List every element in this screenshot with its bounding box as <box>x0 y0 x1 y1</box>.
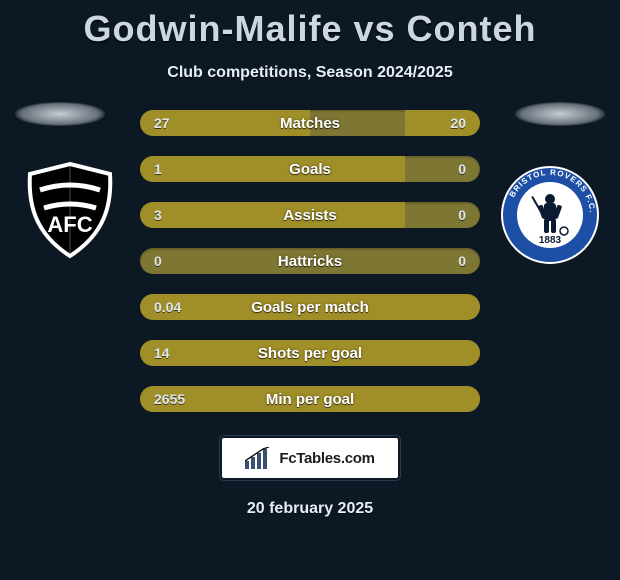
stat-label: Goals per match <box>140 294 480 320</box>
left-team-crest: AFC <box>20 160 120 260</box>
stat-label: Hattricks <box>140 248 480 274</box>
chart-bars-icon <box>245 447 273 469</box>
left-crest-letters: AFC <box>47 212 92 237</box>
right-team-crest: BRISTOL ROVERS F.C. 1883 <box>500 165 600 265</box>
shield-icon: AFC <box>20 160 120 260</box>
stat-label: Goals <box>140 156 480 182</box>
stat-bar: 2655Min per goal <box>140 386 480 412</box>
subtitle: Club competitions, Season 2024/2025 <box>0 64 620 82</box>
page-title: Godwin-Malife vs Conteh <box>0 0 620 50</box>
stat-label: Min per goal <box>140 386 480 412</box>
spotlight-left <box>15 102 105 126</box>
stat-bar: 30Assists <box>140 202 480 228</box>
stat-label: Assists <box>140 202 480 228</box>
stat-bars: 2720Matches 10Goals 30Assists 00Hattricks 0.… <box>140 110 480 412</box>
stat-bar: 0.04Goals per match <box>140 294 480 320</box>
stat-bar: 14Shots per goal <box>140 340 480 366</box>
stat-bar: 00Hattricks <box>140 248 480 274</box>
stat-bar: 2720Matches <box>140 110 480 136</box>
stat-label: Shots per goal <box>140 340 480 366</box>
badge-icon: BRISTOL ROVERS F.C. 1883 <box>500 165 600 265</box>
comparison-date: 20 february 2025 <box>0 500 620 518</box>
stat-label: Matches <box>140 110 480 136</box>
comparison-area: AFC BRISTOL ROVERS F.C. <box>0 110 620 412</box>
stat-bar: 10Goals <box>140 156 480 182</box>
spotlight-right <box>515 102 605 126</box>
fctables-logo[interactable]: FcTables.com <box>220 436 400 480</box>
right-crest-year: 1883 <box>539 235 562 246</box>
fctables-logo-text: FcTables.com <box>279 450 374 467</box>
